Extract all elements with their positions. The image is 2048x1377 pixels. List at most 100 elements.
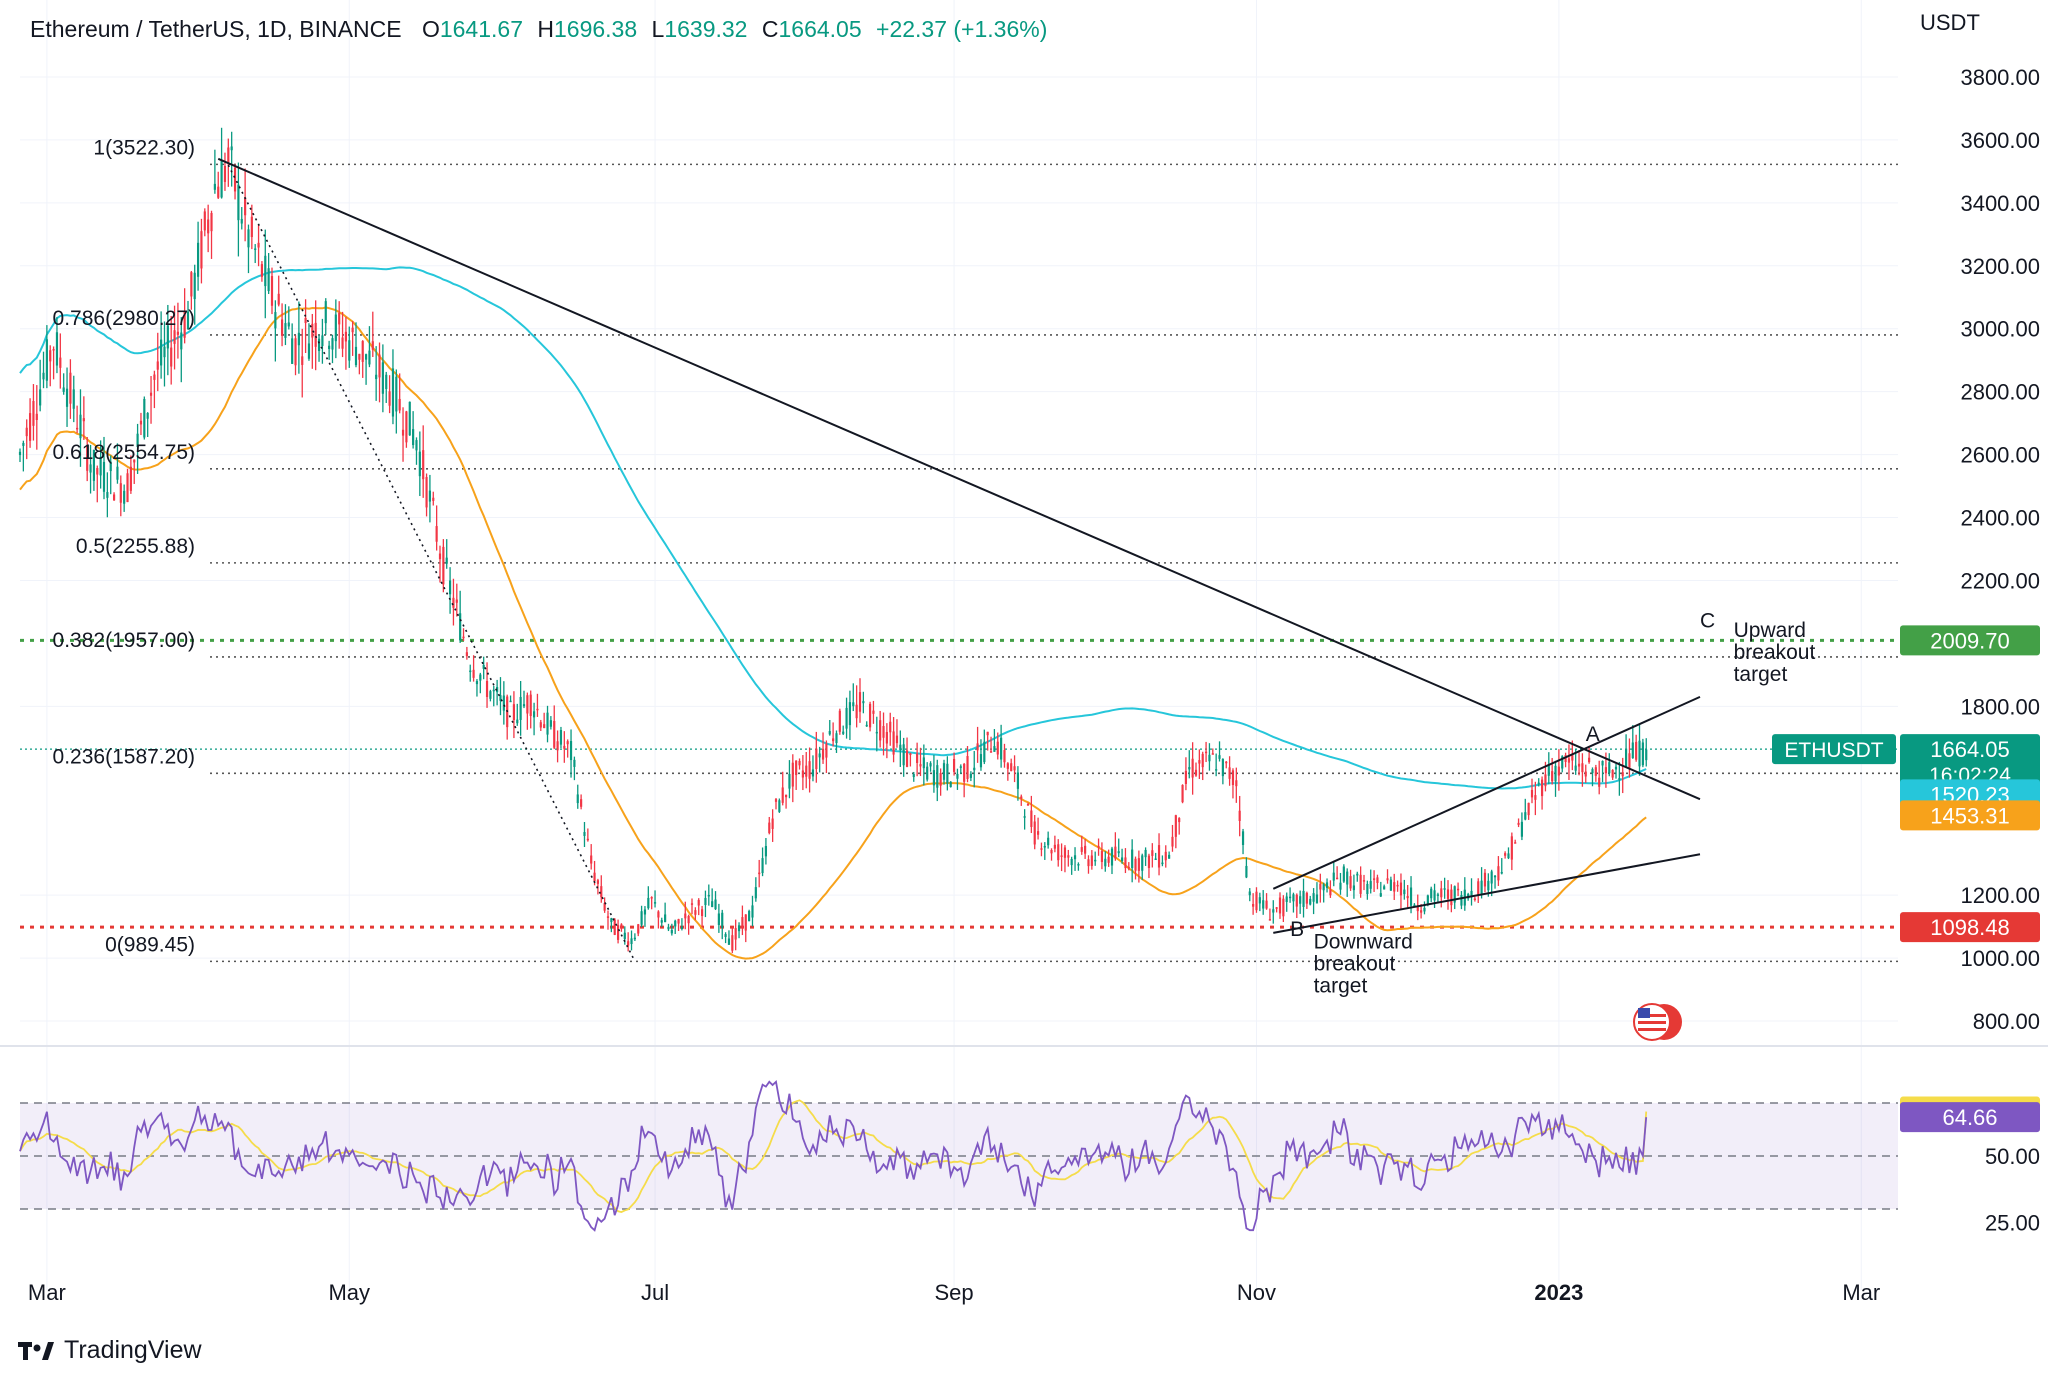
candle-body [590, 855, 593, 864]
candle-body [1456, 888, 1460, 891]
candle-body [996, 741, 999, 755]
price-tag: 2009.70 [1930, 628, 2010, 653]
symbol-tag-bg [1772, 734, 1896, 765]
candle-body [260, 264, 264, 277]
candle-body [375, 374, 378, 380]
candle-body [227, 147, 230, 163]
candle-body [1319, 883, 1322, 890]
fib-label: 0.382(1957.00) [53, 629, 195, 652]
tradingview-logo[interactable]: TradingView [18, 1336, 202, 1365]
candle-body [1426, 895, 1429, 905]
candle-body [1504, 853, 1507, 856]
candle-body [1077, 864, 1080, 866]
candle-body [1013, 766, 1016, 771]
candle-body [1517, 822, 1520, 825]
candle-body [338, 312, 341, 325]
candle-body [1194, 769, 1198, 776]
annotation-label: breakout [1734, 641, 1816, 664]
candle-body [92, 449, 96, 481]
candle-body [317, 338, 321, 352]
candle-body [835, 733, 838, 744]
candle-body [949, 781, 952, 787]
candle-body [1184, 770, 1188, 784]
candle-body [939, 772, 942, 786]
candle-body [89, 464, 92, 473]
candle-body [643, 909, 647, 915]
candle-body [163, 346, 166, 358]
candle-body [640, 911, 643, 925]
candle-body [905, 750, 909, 767]
fib-label: 0.236(1587.20) [53, 745, 195, 768]
time-tick: Nov [1237, 1280, 1276, 1305]
time-axis: Mar May Jul Sep Nov 2023 Mar [28, 1280, 1880, 1305]
candle-body [825, 743, 828, 758]
candle-body [731, 935, 734, 951]
candle-body [307, 343, 311, 359]
candle-body [358, 353, 361, 360]
price-tick: 3200.00 [1960, 254, 2040, 279]
candle-body [1181, 785, 1184, 803]
candle-body [818, 753, 821, 758]
candle-body [55, 332, 59, 366]
candle-body [1241, 831, 1245, 845]
candle-body [1483, 872, 1487, 887]
candle-body [1413, 904, 1416, 907]
candle-body [684, 913, 687, 919]
candle-body [1540, 779, 1544, 797]
candle-body [1053, 844, 1056, 849]
candle-body [49, 350, 52, 362]
candle-body [200, 231, 203, 269]
candle-body [1601, 760, 1604, 766]
candle-body [391, 368, 395, 417]
candle-body [576, 794, 579, 804]
candle-body [737, 925, 741, 932]
candle-body [580, 799, 583, 807]
price-tick: 2200.00 [1960, 568, 2040, 593]
us-flag-icon[interactable] [1632, 1000, 1684, 1044]
fib-label: 1(3522.30) [93, 136, 195, 159]
candle-body [1393, 882, 1396, 892]
candle-body [1094, 859, 1097, 862]
candle-body [180, 332, 183, 350]
candle-body [422, 450, 425, 480]
candle-body [408, 401, 411, 436]
candle-body [1010, 763, 1013, 772]
price-tick: 3800.00 [1960, 65, 2040, 90]
candle-body [1030, 810, 1033, 827]
candle-body [65, 388, 69, 407]
candle-body [401, 429, 405, 436]
candle-body [123, 490, 126, 504]
annotation-label: Upward [1734, 619, 1806, 642]
candle-body [600, 886, 603, 898]
candle-body [1215, 769, 1218, 771]
candle-body [734, 928, 737, 940]
candle-body [381, 362, 384, 394]
candle-body [556, 741, 559, 751]
candle-body [1020, 796, 1023, 799]
candle-body [62, 387, 65, 392]
candle-body [1594, 767, 1597, 776]
price-tick: 3400.00 [1960, 191, 2040, 216]
candle-body [942, 763, 946, 780]
low-value: 1639.32 [664, 16, 748, 42]
candle-body [465, 652, 468, 657]
annotation-label: breakout [1314, 953, 1396, 976]
price-tick: 2800.00 [1960, 380, 2040, 405]
candle-body [45, 339, 48, 381]
candle-body [771, 818, 774, 829]
candle-body [240, 218, 243, 224]
candle-body [714, 899, 717, 910]
candle-body [1036, 831, 1040, 835]
candle-body [472, 669, 475, 678]
candle-body [1638, 740, 1641, 767]
candle-body [1574, 765, 1577, 771]
candle-body [586, 838, 589, 841]
candle-body [858, 692, 862, 712]
candle-body [946, 763, 949, 784]
candle-body [781, 787, 784, 803]
candle-body [1588, 757, 1591, 763]
candle-body [1342, 866, 1345, 882]
candle-body [220, 160, 223, 198]
candle-body [727, 938, 731, 945]
annotation-label: target [1314, 975, 1368, 998]
